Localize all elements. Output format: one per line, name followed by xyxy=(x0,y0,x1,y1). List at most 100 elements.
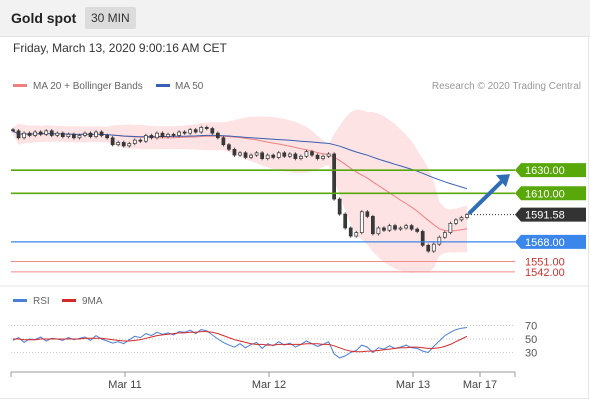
rsi-tick-label: 70 xyxy=(525,321,537,333)
ma20-legend-label: MA 20 + Bollinger Bands xyxy=(33,81,143,92)
candle-body xyxy=(387,225,392,231)
candle xyxy=(409,223,414,231)
candle xyxy=(66,132,71,139)
candle-body xyxy=(437,236,442,245)
candle xyxy=(431,242,436,253)
candle xyxy=(44,129,49,137)
candle xyxy=(27,131,32,138)
candle-body xyxy=(404,225,408,229)
candle-body xyxy=(276,152,281,158)
candle xyxy=(404,223,408,230)
support-tag xyxy=(515,234,586,249)
x-tick-label: Mar 13 xyxy=(396,379,430,391)
candle-body xyxy=(22,132,26,139)
candle-body xyxy=(415,228,420,232)
candle xyxy=(83,131,87,138)
candle xyxy=(254,151,259,157)
candle-body xyxy=(454,219,458,224)
candle-body xyxy=(155,132,159,139)
candle xyxy=(105,133,109,140)
candle xyxy=(238,151,242,157)
candle xyxy=(221,136,226,147)
ma20-legend-swatch xyxy=(13,84,27,87)
candle-body xyxy=(83,132,87,136)
candle-body xyxy=(315,154,320,159)
candle xyxy=(210,126,215,135)
candle-body xyxy=(354,232,359,237)
candle xyxy=(365,210,370,219)
candle-body xyxy=(426,244,431,252)
candle-body xyxy=(238,152,242,156)
rsi-ma-legend-swatch xyxy=(62,299,76,302)
candle xyxy=(77,133,82,140)
candle xyxy=(276,151,281,160)
resistance-tag xyxy=(515,163,586,178)
candle-body xyxy=(49,130,54,136)
rsi-tick-label: 30 xyxy=(525,348,537,360)
candle-body xyxy=(215,132,220,139)
candle-body xyxy=(166,133,170,137)
candle xyxy=(310,149,314,157)
support-label: 1568.00 xyxy=(525,237,565,249)
candle-body xyxy=(310,151,314,156)
candle-body xyxy=(232,148,237,156)
candle xyxy=(171,132,176,138)
candle xyxy=(398,226,403,231)
candle-body xyxy=(116,142,121,146)
candle xyxy=(359,210,364,235)
timeframe-button[interactable]: 30 MIN xyxy=(85,7,136,29)
candle xyxy=(94,130,98,139)
candle xyxy=(287,152,292,159)
candle-body xyxy=(337,198,342,215)
candle xyxy=(22,131,26,140)
candle-body xyxy=(260,152,265,159)
chart-frame xyxy=(0,36,589,399)
candle xyxy=(33,130,38,138)
rsi-legend-swatch xyxy=(13,299,27,302)
candle-body xyxy=(210,128,215,134)
candle xyxy=(99,130,104,138)
x-tick-label: Mar 11 xyxy=(108,379,141,391)
candle-body xyxy=(11,129,15,132)
bollinger-bands-area xyxy=(13,109,467,274)
candle-body xyxy=(38,131,43,135)
candle-body xyxy=(343,213,348,229)
candle-body xyxy=(282,152,287,157)
candle xyxy=(387,223,392,233)
candle xyxy=(454,218,458,226)
candle-body xyxy=(193,129,198,133)
candle-body xyxy=(94,131,98,137)
candle-body xyxy=(254,152,259,156)
candle xyxy=(315,153,320,161)
candle xyxy=(265,153,270,161)
candle-body xyxy=(365,211,370,217)
candle xyxy=(182,130,187,135)
candle-body xyxy=(287,153,292,157)
candle-body xyxy=(33,131,38,136)
candle-body xyxy=(348,227,353,237)
candle xyxy=(382,226,386,233)
candle xyxy=(304,149,309,159)
candle-body xyxy=(105,135,109,139)
candle xyxy=(193,127,198,134)
candle xyxy=(282,151,287,159)
candle-body xyxy=(371,216,375,235)
candle xyxy=(227,142,231,152)
candle xyxy=(442,230,447,239)
last-price-tag xyxy=(515,207,586,222)
candle xyxy=(371,214,375,236)
credit-text: Research © 2020 Trading Central xyxy=(432,81,581,92)
ma50-legend-label: MA 50 xyxy=(175,81,204,92)
candle xyxy=(437,235,442,246)
candle-body xyxy=(304,151,309,157)
candle xyxy=(199,125,204,134)
candle xyxy=(177,130,181,138)
candle-body xyxy=(221,137,226,146)
candle xyxy=(149,133,154,140)
candle xyxy=(465,212,469,220)
candle-body xyxy=(321,155,325,159)
candle-body xyxy=(182,131,187,134)
x-tick-label: Mar 17 xyxy=(463,379,497,391)
rsi-ma-line xyxy=(13,331,468,353)
